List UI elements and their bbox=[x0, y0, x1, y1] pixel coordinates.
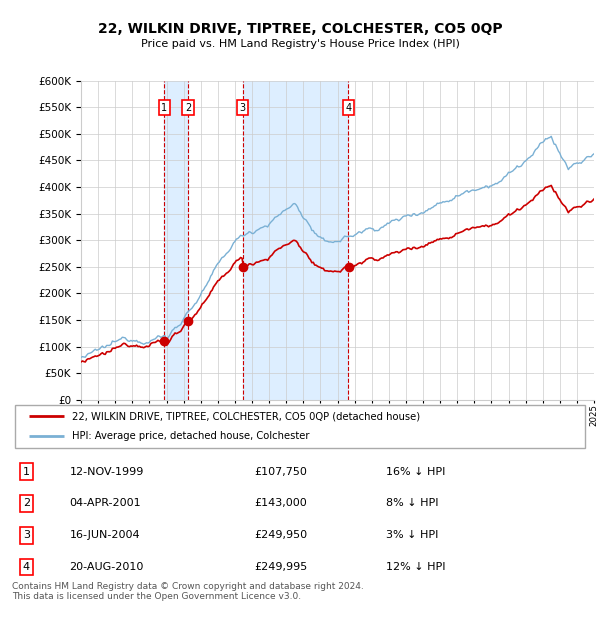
Text: 20-AUG-2010: 20-AUG-2010 bbox=[70, 562, 144, 572]
Text: 1: 1 bbox=[161, 103, 167, 113]
Text: 3: 3 bbox=[23, 530, 30, 540]
Text: 22, WILKIN DRIVE, TIPTREE, COLCHESTER, CO5 0QP: 22, WILKIN DRIVE, TIPTREE, COLCHESTER, C… bbox=[98, 22, 502, 36]
FancyBboxPatch shape bbox=[15, 405, 585, 448]
Text: 12-NOV-1999: 12-NOV-1999 bbox=[70, 467, 144, 477]
Text: Price paid vs. HM Land Registry's House Price Index (HPI): Price paid vs. HM Land Registry's House … bbox=[140, 39, 460, 49]
Text: 12% ↓ HPI: 12% ↓ HPI bbox=[386, 562, 446, 572]
Text: £249,950: £249,950 bbox=[254, 530, 307, 540]
Text: Contains HM Land Registry data © Crown copyright and database right 2024.
This d: Contains HM Land Registry data © Crown c… bbox=[12, 582, 364, 601]
Text: £107,750: £107,750 bbox=[254, 467, 307, 477]
Text: 1: 1 bbox=[23, 467, 30, 477]
Text: 16% ↓ HPI: 16% ↓ HPI bbox=[386, 467, 446, 477]
Text: £143,000: £143,000 bbox=[254, 498, 307, 508]
Text: £249,995: £249,995 bbox=[254, 562, 307, 572]
Text: 04-APR-2001: 04-APR-2001 bbox=[70, 498, 141, 508]
Text: 8% ↓ HPI: 8% ↓ HPI bbox=[386, 498, 439, 508]
Bar bbox=[164, 81, 188, 400]
Text: 16-JUN-2004: 16-JUN-2004 bbox=[70, 530, 140, 540]
Text: 3% ↓ HPI: 3% ↓ HPI bbox=[386, 530, 439, 540]
Text: 3: 3 bbox=[240, 103, 246, 113]
Text: 4: 4 bbox=[345, 103, 352, 113]
Text: HPI: Average price, detached house, Colchester: HPI: Average price, detached house, Colc… bbox=[73, 432, 310, 441]
Bar bbox=[243, 81, 348, 400]
Text: 2: 2 bbox=[23, 498, 30, 508]
Text: 4: 4 bbox=[23, 562, 30, 572]
Text: 2: 2 bbox=[185, 103, 191, 113]
Text: 22, WILKIN DRIVE, TIPTREE, COLCHESTER, CO5 0QP (detached house): 22, WILKIN DRIVE, TIPTREE, COLCHESTER, C… bbox=[73, 411, 421, 421]
